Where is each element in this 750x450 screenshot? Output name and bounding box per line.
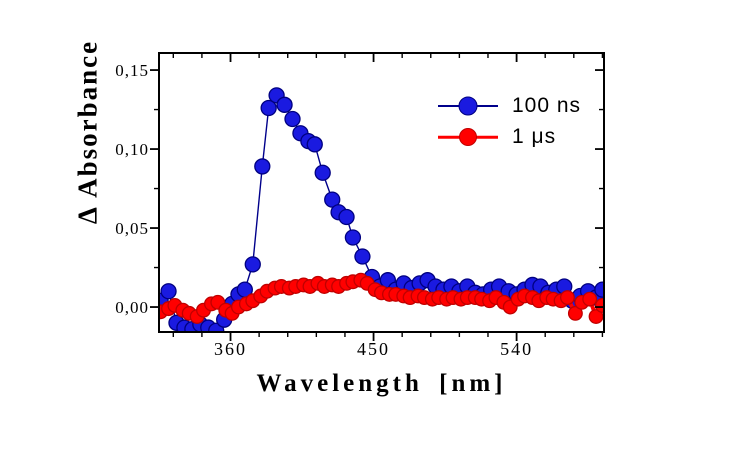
x-tick-label: 450 [357, 339, 390, 359]
plot-frame [158, 52, 605, 333]
data-point [582, 291, 598, 307]
y-tick-label: 0,10 [115, 140, 149, 159]
y-axis-label: Δ Absorbance [72, 39, 103, 225]
data-point [344, 229, 362, 246]
legend-sample-100ns [438, 96, 498, 116]
x-axis-label: Wavelength [nm] [256, 370, 507, 397]
data-point [306, 136, 323, 153]
data-point [588, 309, 604, 324]
y-tick-label: 0,05 [115, 219, 149, 238]
data-point [567, 305, 583, 321]
legend: 100 ns 1 μs [438, 93, 581, 150]
legend-item-100ns: 100 ns [438, 93, 581, 119]
data-point [244, 256, 261, 273]
data-point [160, 283, 177, 300]
y-tick-label: 0,00 [115, 298, 149, 317]
data-point [276, 96, 293, 113]
x-tick-label: 360 [214, 339, 247, 359]
data-point [559, 290, 575, 306]
data-point [354, 248, 371, 265]
data-point [260, 99, 277, 117]
data-point [594, 298, 604, 313]
legend-label-1us: 1 μs [512, 125, 557, 148]
data-point [594, 281, 604, 298]
data-point [254, 158, 271, 175]
legend-marker-red-icon [459, 128, 477, 146]
legend-label-100ns: 100 ns [512, 94, 582, 117]
series-1μs [159, 272, 604, 324]
legend-marker-blue-icon [458, 96, 478, 116]
legend-item-1us: 1 μs [438, 124, 581, 150]
x-tick-label: 540 [500, 339, 533, 359]
data-point [338, 208, 355, 226]
legend-sample-1us [438, 128, 498, 146]
y-tick-label: 0,15 [115, 61, 149, 80]
data-point [284, 110, 301, 128]
data-point [314, 164, 331, 181]
data-point [324, 191, 341, 208]
